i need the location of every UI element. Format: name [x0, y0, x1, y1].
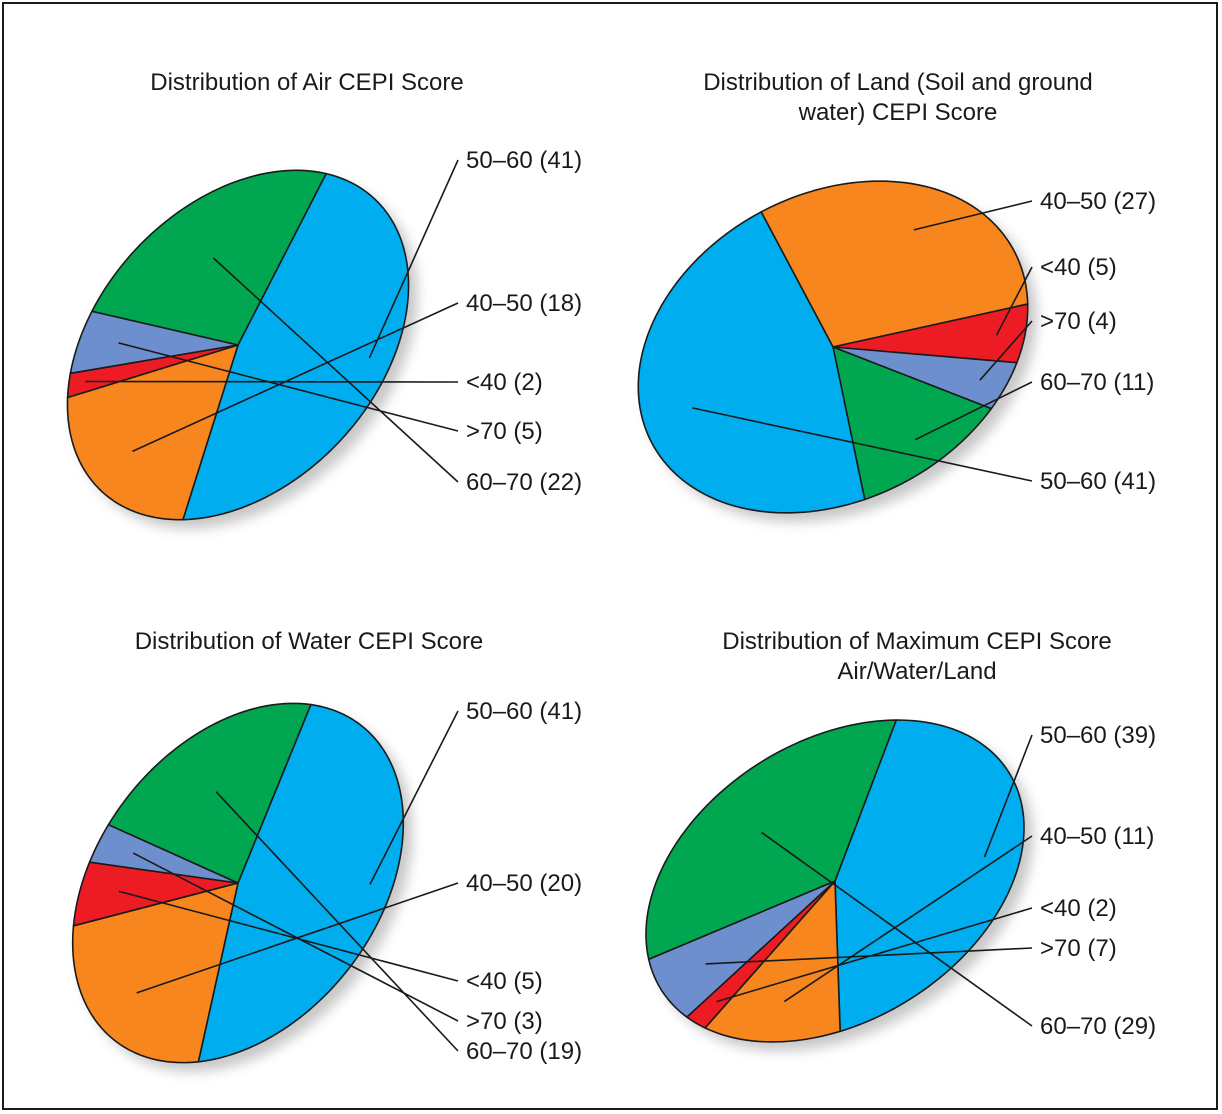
- pie-slice-40-50: [71, 882, 239, 1064]
- slice-label: <40 (2): [466, 369, 543, 396]
- pie-slice-50-60: [637, 211, 866, 514]
- leader-line: [705, 947, 1033, 965]
- leader-line: [85, 380, 459, 383]
- pie-chart-2: Distribution of Land (Soil and ground wat…: [637, 69, 1156, 522]
- leader-line: [783, 835, 1033, 1003]
- slice-label: 60–70 (19): [466, 1038, 582, 1065]
- leader-line: [913, 200, 1033, 231]
- leader-line: [716, 907, 1033, 1003]
- pie-slice-gt70: [832, 346, 1018, 410]
- slice-label: >70 (3): [466, 1008, 543, 1035]
- leader-line: [118, 342, 459, 432]
- leader-line: [215, 791, 459, 1052]
- slice-label: 50–60 (41): [466, 147, 582, 174]
- slice-label: >70 (5): [466, 418, 543, 445]
- pie-slice-40-50: [66, 344, 239, 521]
- slice-label: 40–50 (18): [466, 290, 582, 317]
- slice-label: 60–70 (29): [1040, 1013, 1156, 1040]
- chart-title: Air/Water/Land: [837, 658, 996, 685]
- slice-label: 60–70 (22): [466, 469, 582, 496]
- pie-slice-60-70: [91, 169, 327, 346]
- leader-line: [995, 266, 1033, 336]
- leader-line: [692, 407, 1033, 482]
- pie-slice-gt70: [69, 310, 239, 375]
- pie-slice-40-50: [704, 880, 841, 1043]
- leader-line: [761, 831, 1033, 1027]
- slice-label: <40 (5): [466, 968, 543, 995]
- pie-charts: Distribution of Air CEPI Score 50–60 (41)…: [66, 69, 1156, 1072]
- leader-line: [118, 890, 459, 982]
- leader-line: [979, 320, 1033, 381]
- pie-slice-50-60: [182, 172, 410, 521]
- slice-label: >70 (7): [1040, 935, 1117, 962]
- slice-label: 60–70 (11): [1040, 369, 1154, 396]
- chart-title: Distribution of Maximum CEPI Score: [722, 628, 1111, 655]
- pie-slice-40-50: [760, 180, 1029, 348]
- slice-label: <40 (5): [1040, 254, 1117, 281]
- pie-chart-1: Distribution of Air CEPI Score 50–60 (41)…: [66, 69, 582, 529]
- slice-label: >70 (4): [1040, 308, 1117, 335]
- pie-slice-lt40: [66, 344, 239, 399]
- slice-label: 50–60 (41): [1040, 468, 1156, 495]
- slice-label: 40–50 (27): [1040, 188, 1156, 215]
- pie-slice-lt40: [72, 861, 239, 927]
- leader-line: [368, 159, 459, 359]
- leader-line: [983, 734, 1033, 858]
- pie-slice-60-70: [107, 702, 312, 884]
- pie-slice-50-60: [834, 719, 1025, 1033]
- leader-line: [132, 302, 459, 453]
- pie-slice-60-70: [832, 346, 993, 501]
- pie-chart-4: Distribution of Maximum CEPI Score Air/Wa…: [645, 628, 1156, 1051]
- leader-line: [369, 710, 459, 885]
- slice-label: <40 (2): [1040, 895, 1117, 922]
- chart-title: Distribution of Air CEPI Score: [150, 69, 463, 96]
- slice-label: 50–60 (39): [1040, 722, 1156, 749]
- pie-slice-gt70: [647, 880, 836, 1018]
- slice-label: 40–50 (20): [466, 870, 582, 897]
- chart-title: Distribution of Land (Soil and ground: [703, 69, 1093, 96]
- chart-title: water) CEPI Score: [798, 99, 998, 126]
- pie-slice-lt40: [832, 303, 1029, 364]
- pie-slice-gt70: [88, 823, 239, 884]
- leader-line: [212, 257, 459, 483]
- pie-chart-3: Distribution of Water CEPI Score 50–60 (4…: [71, 628, 582, 1072]
- leader-line: [914, 381, 1033, 441]
- slice-label: 40–50 (11): [1040, 823, 1154, 850]
- chart-title: Distribution of Water CEPI Score: [135, 628, 484, 655]
- slice-label: 50–60 (41): [466, 698, 582, 725]
